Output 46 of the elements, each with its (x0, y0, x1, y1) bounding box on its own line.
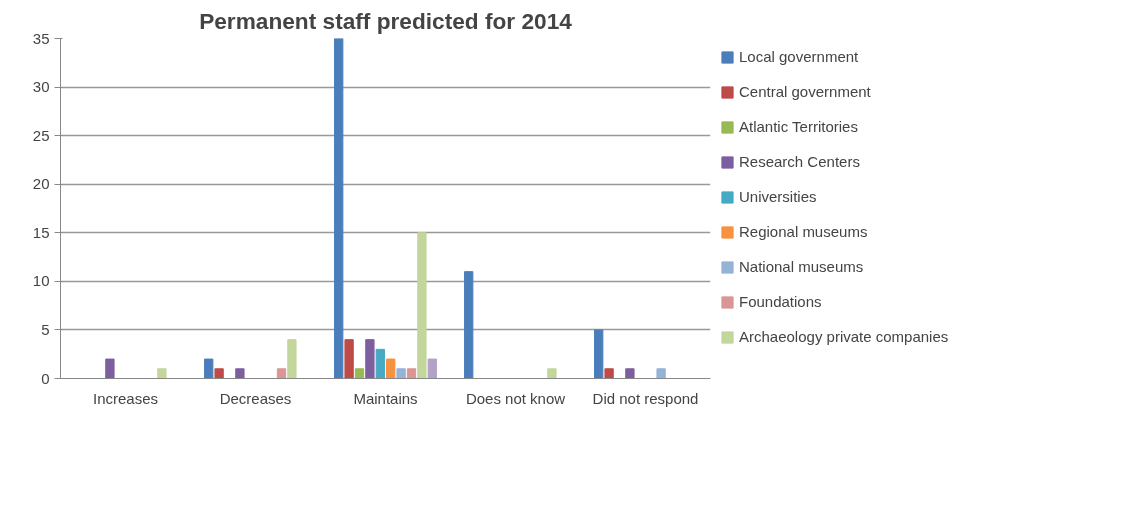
legend-label: Foundations (739, 293, 822, 310)
x-tick-label: Decreases (219, 389, 292, 407)
y-tick-label: 10 (32, 272, 50, 290)
bar (287, 339, 297, 379)
y-tick-label: 0 (41, 369, 50, 387)
bar (427, 358, 437, 379)
bar (204, 358, 214, 379)
bar (375, 348, 385, 379)
bar (235, 368, 245, 379)
bar (386, 358, 396, 379)
y-tick-label: 15 (32, 223, 50, 241)
x-tick-label: Does not know (465, 389, 566, 407)
chart-title: Permanent staff predicted for 2014 (199, 7, 573, 34)
bar (157, 368, 167, 379)
legend-label: Local government (739, 48, 859, 65)
bar (365, 339, 375, 379)
bar (276, 368, 287, 379)
y-tick-label: 25 (32, 126, 50, 144)
y-tick-label: 20 (32, 175, 50, 193)
bar (105, 358, 115, 379)
bar (344, 339, 354, 379)
bar (417, 232, 427, 379)
bar (625, 368, 635, 379)
y-tick-label: 35 (32, 29, 50, 47)
legend-label: Archaeology private companies (739, 328, 949, 345)
bar (594, 329, 604, 379)
y-tick-label: 30 (32, 78, 50, 96)
legend-label: Research Centers (739, 153, 860, 170)
bar (604, 368, 614, 379)
legend-label: National museums (739, 258, 864, 275)
legend-label: Universities (739, 188, 817, 205)
bar (214, 368, 224, 379)
x-tick-label: Increases (92, 389, 159, 407)
bar (656, 368, 666, 379)
bar (354, 368, 365, 379)
y-tick-label: 5 (41, 320, 50, 338)
legend-label: Atlantic Territories (739, 118, 858, 135)
x-tick-label: Maintains (353, 389, 418, 407)
bar (334, 38, 344, 379)
x-tick-label: Did not respond (592, 389, 699, 407)
bar (547, 368, 557, 379)
bar (464, 271, 474, 379)
bar (396, 368, 406, 379)
legend-label: Regional museums (739, 223, 868, 240)
bar (406, 368, 417, 379)
legend-label: Central government (739, 83, 871, 100)
